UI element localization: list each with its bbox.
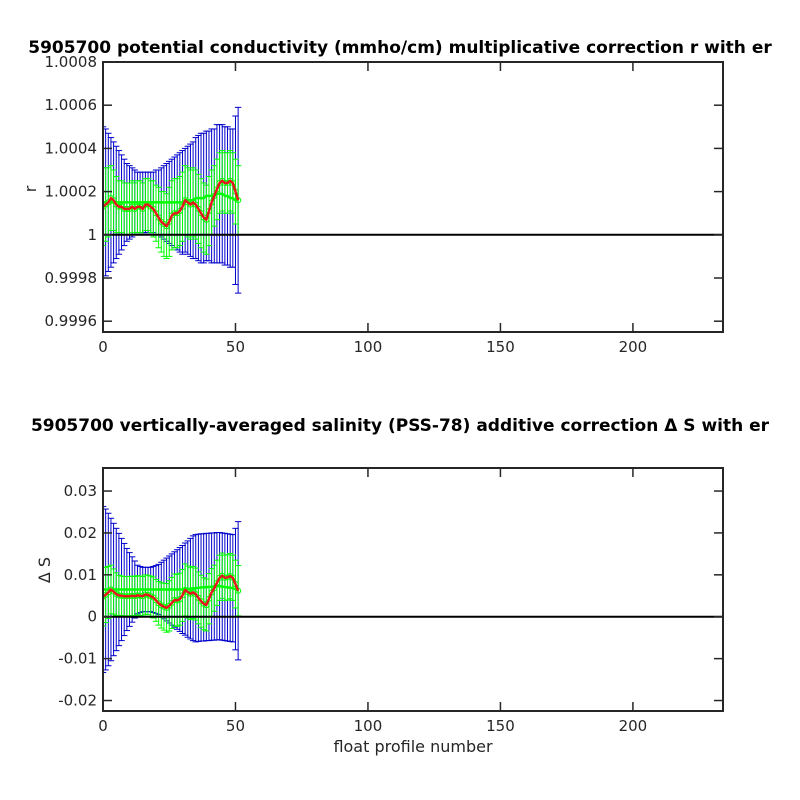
estimate-point	[176, 207, 183, 215]
x-tick-label: 200	[619, 338, 648, 356]
error-bound-bar	[103, 506, 107, 673]
axes-box	[102, 467, 724, 712]
estimate-point	[192, 201, 199, 208]
estimate-point	[139, 205, 146, 212]
y-tick-label: 0.9998	[45, 269, 98, 287]
estimate-point	[195, 205, 202, 212]
x-tick-label: 150	[486, 717, 515, 735]
axes-box	[102, 61, 724, 333]
estimate-line	[103, 179, 240, 228]
x-tick-label: 150	[486, 338, 515, 356]
estimate-point	[105, 199, 112, 206]
x-axis-ticks	[102, 62, 634, 332]
chart-title: 5905700 potential conductivity (mmho/cm)…	[28, 38, 772, 58]
x-tick-label: 0	[98, 717, 108, 735]
estimate-point	[150, 205, 157, 212]
plot-area	[103, 506, 723, 673]
estimate-point	[163, 223, 170, 230]
y-axis-ticks	[103, 490, 723, 702]
y-tick-label: 1	[87, 226, 97, 244]
conductivity-correction-panel: 5905700 potential conductivity (mmho/cm)…	[21, 38, 772, 356]
x-tick-label: 0	[98, 338, 108, 356]
y-tick-label: -0.02	[58, 692, 97, 710]
salinity-correction-panel: 5905700 vertically-averaged salinity (PS…	[31, 416, 770, 756]
x-tick-label: 50	[226, 338, 245, 356]
estimate-point	[152, 210, 160, 217]
x-axis-label: float profile number	[333, 737, 493, 756]
x-tick-label: 50	[226, 717, 245, 735]
x-tick-label: 100	[354, 338, 383, 356]
y-tick-label: 1.0002	[45, 183, 98, 201]
y-tick-label: 0.01	[64, 566, 97, 584]
estimate-point	[197, 210, 205, 217]
y-tick-label: 0.9996	[45, 312, 98, 330]
y-tick-label: 1.0006	[45, 96, 98, 114]
x-tick-label: 100	[354, 717, 383, 735]
estimate-line	[103, 574, 240, 610]
x-tick-label: 200	[619, 717, 648, 735]
x-axis-ticks	[102, 468, 634, 711]
y-axis-label: Δ S	[35, 557, 54, 583]
y-tick-label: 1.0004	[45, 139, 98, 157]
chart-title: 5905700 vertically-averaged salinity (PS…	[31, 416, 770, 436]
plot-area	[103, 106, 723, 294]
y-axis-ticks	[103, 61, 723, 322]
y-tick-label: -0.01	[58, 650, 97, 668]
estimate-point	[155, 214, 162, 221]
y-axis-label: r	[21, 185, 40, 192]
y-tick-label: 0.03	[64, 482, 97, 500]
y-tick-label: 0	[87, 608, 97, 626]
y-tick-label: 0.02	[64, 524, 97, 542]
y-tick-label: 1.0008	[45, 53, 98, 71]
